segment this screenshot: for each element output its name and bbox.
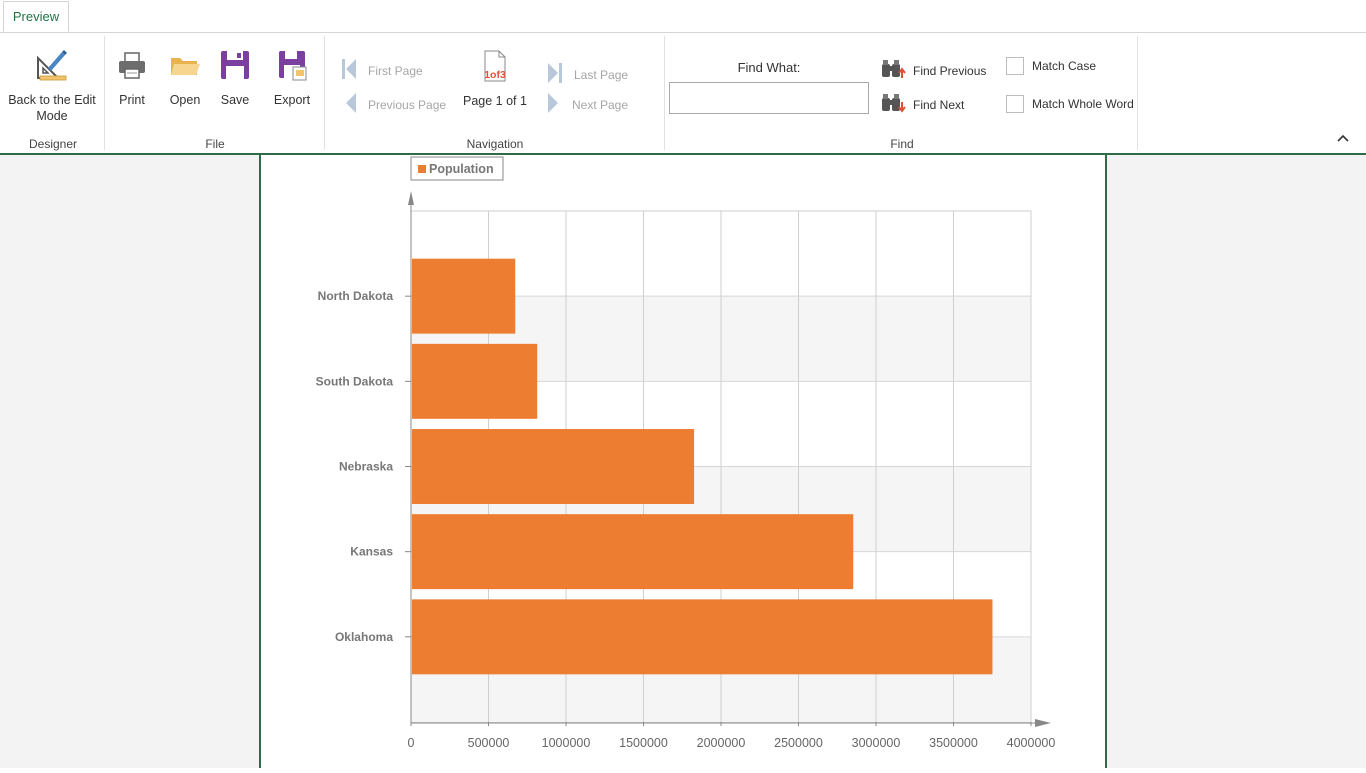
save-button[interactable]: Save [217, 48, 253, 108]
export-icon [270, 48, 314, 88]
group-separator [1137, 36, 1138, 150]
x-tick-label: 0 [408, 736, 415, 750]
next-page-icon [546, 92, 566, 117]
report-page: North Dakota South Dakota Nebraska Kansas Ok… [259, 155, 1107, 768]
back-to-edit-mode-label-2: Mode [36, 109, 68, 123]
first-page-label: First Page [368, 63, 423, 78]
legend-label: Population [429, 162, 494, 176]
tab-preview[interactable]: Preview [3, 1, 69, 32]
last-page-label: Last Page [574, 67, 629, 82]
export-label: Export [273, 93, 311, 107]
chevron-up-icon [1337, 134, 1349, 142]
group-label-find: Find [890, 137, 914, 151]
match-case-option[interactable]: Match Case [1006, 57, 1096, 75]
group-label-designer: Designer [28, 137, 78, 151]
page-info: Page 1 of 1 [463, 94, 527, 108]
page-document-icon: 1of3 [483, 50, 507, 82]
next-page-button[interactable]: Next Page [546, 92, 628, 117]
binoculars-down-icon [881, 92, 907, 117]
y-tick-label: North Dakota [318, 289, 394, 303]
bar-nebraska [412, 429, 695, 504]
bar-north-dakota [412, 258, 516, 334]
open-button[interactable]: Open [165, 48, 205, 108]
legend-box [410, 156, 504, 181]
last-page-button[interactable]: Last Page [546, 62, 628, 87]
group-label-navigation: Navigation [466, 137, 524, 151]
match-case-label: Match Case [1032, 59, 1097, 73]
page-indicator: 1of3 [470, 50, 520, 82]
collapse-ribbon-button[interactable] [1336, 132, 1350, 146]
match-whole-word-checkbox[interactable] [1006, 95, 1024, 113]
printer-icon [113, 48, 151, 88]
x-axis-arrow [1035, 719, 1051, 727]
bar-kansas [412, 514, 854, 590]
find-what-input[interactable] [669, 82, 869, 114]
folder-icon [165, 48, 205, 88]
match-whole-word-option[interactable]: Match Whole Word [1006, 95, 1134, 113]
binoculars-up-icon [881, 58, 907, 83]
group-label-file: File [205, 137, 225, 151]
find-next-button[interactable]: Find Next [881, 92, 964, 117]
back-to-edit-mode-label-1: Back to the Edit [8, 93, 96, 107]
y-tick-label: Nebraska [339, 460, 393, 474]
x-tick-label: 1500000 [619, 736, 668, 750]
first-page-button[interactable]: First Page [340, 58, 423, 83]
group-separator [324, 36, 325, 150]
bar-south-dakota [412, 343, 538, 419]
find-what-label: Find What: [737, 60, 801, 75]
y-tick-label: Kansas [350, 545, 393, 559]
legend-swatch [418, 165, 426, 173]
export-button[interactable]: Export [270, 48, 314, 108]
design-tools-icon [8, 48, 96, 88]
population-bar-chart: North Dakota South Dakota Nebraska Kansas Ok… [316, 156, 1056, 750]
next-page-label: Next Page [572, 97, 629, 112]
match-whole-word-label: Match Whole Word [1032, 97, 1134, 111]
x-tick-label: 3000000 [852, 736, 901, 750]
ribbon-tab-bar: Preview [0, 0, 1366, 33]
match-case-checkbox[interactable] [1006, 57, 1024, 75]
find-previous-label: Find Previous [913, 63, 987, 78]
x-tick-label: 2500000 [774, 736, 823, 750]
y-tick-label: Oklahoma [335, 630, 393, 644]
find-previous-button[interactable]: Find Previous [881, 58, 986, 83]
x-tick-label: 4000000 [1007, 736, 1056, 750]
ribbon-bottom-border [0, 153, 1366, 155]
previous-page-label: Previous Page [368, 97, 447, 112]
save-label: Save [220, 93, 250, 107]
find-next-label: Find Next [913, 97, 965, 112]
y-tick-label: South Dakota [316, 374, 394, 388]
last-page-icon [546, 62, 566, 87]
first-page-icon [340, 58, 360, 83]
back-to-edit-mode-button[interactable]: Back to the Edit Mode [8, 48, 96, 124]
group-separator [104, 36, 105, 150]
open-label: Open [169, 93, 201, 107]
previous-page-icon [340, 92, 360, 117]
previous-page-button[interactable]: Previous Page [340, 92, 446, 117]
floppy-disk-icon [217, 48, 253, 88]
x-tick-label: 1000000 [542, 736, 591, 750]
bar-oklahoma [412, 599, 993, 675]
group-separator [664, 36, 665, 150]
document-viewer[interactable]: North Dakota South Dakota Nebraska Kansas Ok… [0, 155, 1366, 768]
x-tick-label: 2000000 [697, 736, 746, 750]
page-count-icon-text: 1of3 [484, 69, 506, 81]
x-tick-label: 500000 [468, 736, 510, 750]
y-axis-arrow [408, 191, 414, 205]
print-label: Print [119, 93, 145, 107]
x-tick-label: 3500000 [929, 736, 978, 750]
print-button[interactable]: Print [113, 48, 151, 108]
